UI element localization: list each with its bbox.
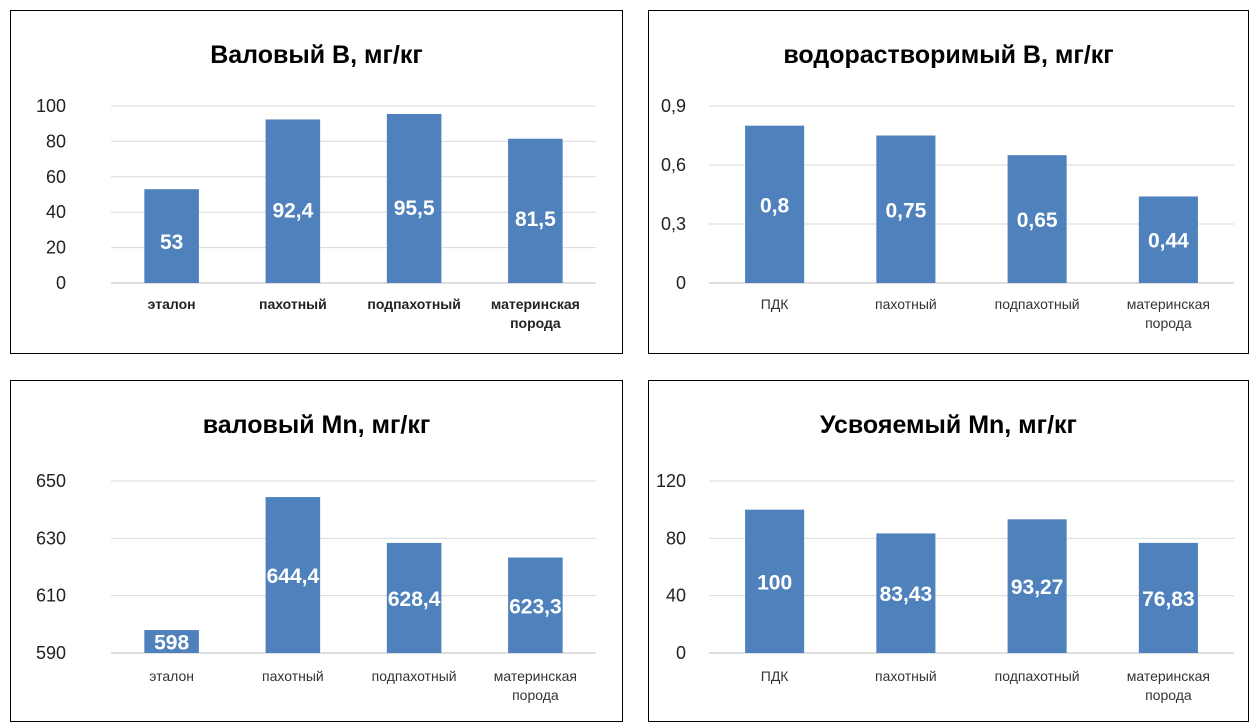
category-label: материнская порода [494, 668, 577, 703]
chart-title: Валовый В, мг/кг [210, 41, 423, 69]
bar [508, 138, 563, 283]
data-label: 100 [757, 571, 792, 594]
bar [144, 630, 199, 653]
data-label: 83,43 [880, 583, 933, 606]
bar [1007, 519, 1067, 653]
y-tick-label: 610 [36, 586, 66, 606]
chart-total-manganese: валовый Mn, мг/кг 590 610 630 650 598 эталон 64… [36, 411, 596, 703]
category-label: пахотный [262, 668, 324, 684]
chart-panel-available-manganese: Усвояемый Mn, мг/кг 0 40 80 120 100 ПДК 83,43 па… [648, 380, 1249, 722]
bar [1138, 542, 1198, 653]
chart-title: валовый Mn, мг/кг [203, 411, 431, 439]
y-tick-label: 0,9 [661, 96, 686, 116]
data-label: 76,83 [1142, 588, 1195, 611]
chart-available-manganese: Усвояемый Mn, мг/кг 0 40 80 120 100 ПДК 83,43 па… [656, 411, 1234, 703]
bar [265, 497, 321, 653]
category-label: пахотный [875, 296, 937, 312]
category-label: материнская порода [1127, 668, 1210, 703]
category-label: подпахотный [372, 668, 457, 684]
y-tick-label: 630 [36, 528, 66, 548]
category-label: подпахотный [995, 668, 1080, 684]
data-label: 0,8 [760, 194, 790, 217]
data-label: 623,3 [509, 595, 562, 618]
category-label: ПДК [761, 296, 790, 312]
category-label: ПДК [761, 668, 790, 684]
category-label: материнская порода [1127, 296, 1210, 331]
y-tick-label: 0 [676, 273, 686, 293]
y-tick-label: 590 [36, 643, 66, 663]
bar [876, 533, 936, 653]
bar [508, 557, 563, 653]
data-label: 628,4 [388, 588, 441, 611]
bar [745, 125, 805, 284]
chart-water-soluble-boron: водорастворимый В, мг/кг 0 0,3 0,6 0,9 0,8 ПДК… [661, 41, 1234, 331]
chart-title: Усвояемый Mn, мг/кг [820, 411, 1077, 439]
data-label: 95,5 [394, 197, 435, 220]
category-label: эталон [149, 668, 194, 684]
chart-panel-total-boron: Валовый В, мг/кг 0 20 40 60 80 100 53 эталон 92,4… [10, 10, 623, 354]
y-tick-label: 40 [666, 586, 686, 606]
data-label: 53 [160, 231, 183, 254]
category-label: подпахотный [367, 296, 460, 312]
chart-panel-water-soluble-boron: водорастворимый В, мг/кг 0 0,3 0,6 0,9 0,8 ПДК… [648, 10, 1249, 354]
chart-panel-total-manganese: валовый Mn, мг/кг 590 610 630 650 598 эталон 64… [10, 380, 623, 722]
y-tick-label: 650 [36, 471, 66, 491]
category-label: пахотный [259, 296, 327, 312]
bar [386, 542, 442, 653]
category-label: материнская порода [491, 296, 580, 331]
data-label: 0,65 [1017, 209, 1058, 232]
y-tick-label: 80 [46, 131, 66, 151]
y-tick-label: 100 [36, 96, 66, 116]
chart-title: водорастворимый В, мг/кг [783, 41, 1113, 69]
y-tick-label: 60 [46, 167, 66, 187]
bar [144, 189, 199, 283]
data-label: 0,44 [1148, 230, 1189, 253]
y-tick-label: 20 [46, 238, 66, 258]
bar [386, 113, 442, 283]
category-label: эталон [148, 296, 196, 312]
data-label: 92,4 [272, 199, 313, 222]
data-label: 0,75 [885, 199, 926, 222]
bar [1007, 155, 1067, 283]
chart-total-boron: Валовый В, мг/кг 0 20 40 60 80 100 53 эталон 92,4… [36, 41, 596, 331]
bar [265, 119, 321, 284]
bar [1138, 196, 1198, 283]
category-label: подпахотный [995, 296, 1080, 312]
y-tick-label: 80 [666, 528, 686, 548]
data-label: 93,27 [1011, 576, 1064, 599]
y-tick-label: 40 [46, 202, 66, 222]
bar [745, 509, 805, 653]
y-tick-label: 0 [676, 643, 686, 663]
data-label: 81,5 [515, 208, 556, 231]
y-tick-label: 0,3 [661, 214, 686, 234]
data-label: 644,4 [267, 565, 320, 588]
data-label: 598 [154, 632, 189, 655]
category-label: пахотный [875, 668, 937, 684]
y-tick-label: 0,6 [661, 155, 686, 175]
bar [876, 135, 936, 283]
y-tick-label: 120 [656, 471, 686, 491]
y-tick-label: 0 [56, 273, 66, 293]
